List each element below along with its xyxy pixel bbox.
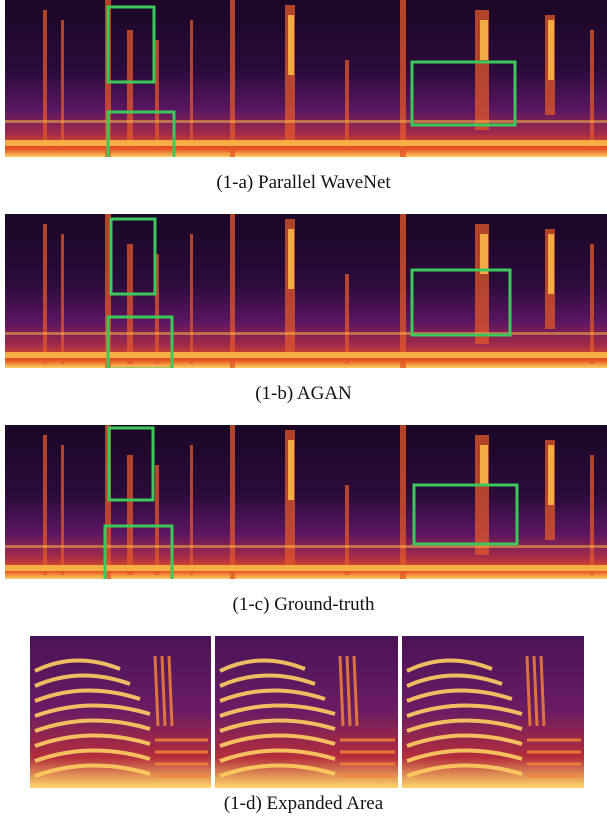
spectrogram-panel-b: [5, 214, 607, 368]
expanded-caption: (1-d) Expanded Area: [223, 793, 384, 814]
expanded-area-2: [215, 636, 398, 788]
panel-b-caption: (1-b) AGAN: [255, 383, 352, 404]
panel-c-caption: (1-c) Ground-truth: [232, 594, 375, 615]
expanded-area-1: [30, 636, 211, 788]
spectrogram-image-c: [5, 425, 607, 579]
expanded-area-3: [402, 636, 584, 788]
spectrogram-image-b: [5, 214, 607, 368]
spectrogram-image-a: [5, 0, 607, 157]
spectrogram-panel-c: [5, 425, 607, 579]
spectrogram-panel-a: [5, 0, 607, 157]
panel-a-caption: (1-a) Parallel WaveNet: [216, 172, 391, 193]
